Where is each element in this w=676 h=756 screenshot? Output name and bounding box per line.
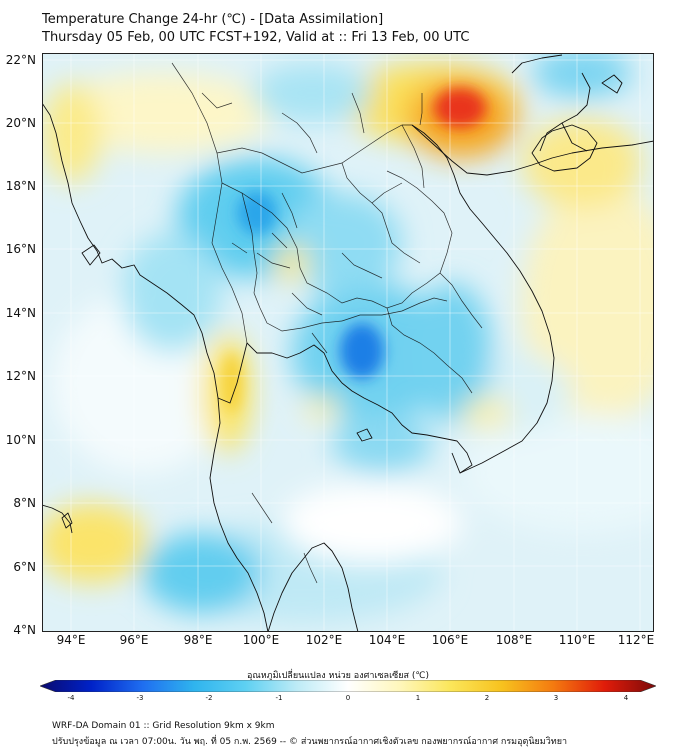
colorbar: [40, 680, 656, 692]
coastlines: [42, 54, 654, 632]
colorbar-tick: 4: [623, 694, 629, 702]
lat-label: 18°N: [5, 179, 36, 193]
lon-label: 98°E: [183, 633, 213, 647]
map-canvas: [42, 53, 654, 632]
colorbar-tick: 2: [484, 694, 490, 702]
temperature-field-extremes: [222, 88, 486, 413]
lat-label: 16°N: [5, 242, 36, 256]
colorbar-tick: -2: [205, 694, 213, 702]
lat-label: 20°N: [5, 116, 36, 130]
lon-label: 110°E: [558, 633, 596, 647]
footer-model-info: WRF-DA Domain 01 :: Grid Resolution 9km …: [52, 721, 275, 731]
lat-label: 14°N: [5, 306, 36, 320]
lat-label: 10°N: [5, 433, 36, 447]
lon-label: 106°E: [431, 633, 469, 647]
map-border: [42, 53, 654, 632]
lon-label: 102°E: [305, 633, 343, 647]
colorbar-tick: 1: [415, 694, 421, 702]
colorbar-tick: 0: [345, 694, 351, 702]
country-borders: [171, 62, 483, 584]
lon-label: 96°E: [119, 633, 149, 647]
colorbar-tick: 3: [553, 694, 559, 702]
colorbar-tick: -4: [67, 694, 75, 702]
lat-label: 22°N: [5, 53, 36, 67]
graticule: [42, 53, 654, 632]
chart-title: Temperature Change 24-hr (℃) - [Data Ass…: [42, 12, 384, 27]
temperature-change-map: [42, 53, 654, 632]
lat-label: 8°N: [13, 496, 36, 510]
footer-credit: ปรับปรุงข้อมูล ณ เวลา 07:00น. วัน พฤ. ที…: [52, 737, 568, 747]
lat-label: 6°N: [13, 560, 36, 574]
lon-label: 94°E: [56, 633, 86, 647]
lat-label: 4°N: [13, 623, 36, 637]
lon-label: 112°E: [617, 633, 655, 647]
colorbar-tick: -1: [275, 694, 283, 702]
lon-label: 100°E: [242, 633, 280, 647]
colorbar-bar: [40, 680, 656, 692]
lon-label: 104°E: [368, 633, 406, 647]
chart-subtitle: Thursday 05 Feb, 00 UTC FCST+192, Valid …: [42, 30, 470, 45]
colorbar-tick: -3: [136, 694, 144, 702]
lat-label: 12°N: [5, 369, 36, 383]
lon-label: 108°E: [495, 633, 533, 647]
colorbar-title: อุณหภูมิเปลี่ยนแปลง หน่วย องศาเซลเซียส (…: [246, 671, 430, 681]
